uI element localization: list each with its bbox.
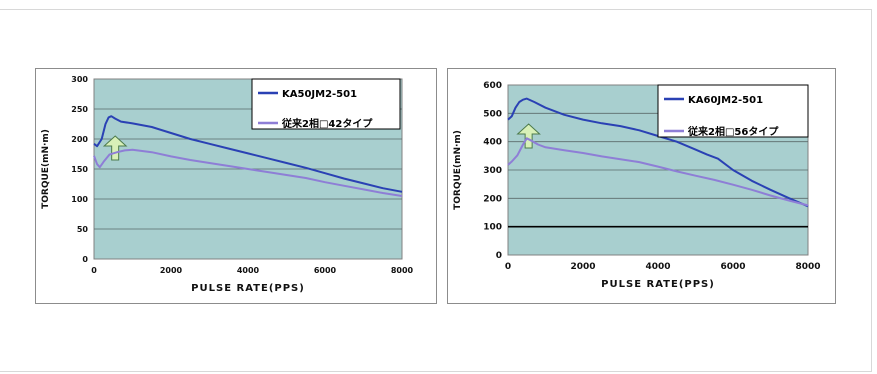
x-axis-title: PULSE RATE(PPS) <box>601 279 715 290</box>
x-tick-label: 8000 <box>795 262 820 272</box>
y-tick-label: 200 <box>483 194 502 204</box>
legend-box <box>657 84 809 138</box>
legend-box <box>251 78 401 130</box>
y-tick-label: 0 <box>496 251 502 261</box>
page-frame <box>0 9 872 372</box>
torque-chart-ka60: 0 100 200 300 400 500 600 0 2000 4000 6000 8000 PULS… <box>447 68 836 304</box>
x-tick-label: 4000 <box>237 266 260 275</box>
x-tick-label: 8000 <box>391 266 414 275</box>
series-line-1 <box>507 97 809 208</box>
legend-label: 従来2相□56タイプ <box>687 125 779 138</box>
x-tick-label: 4000 <box>645 262 670 272</box>
up-arrow-icon <box>516 123 541 149</box>
y-axis-title: TORQUE(mN·m) <box>453 130 463 210</box>
x-tick-label: 6000 <box>720 262 745 272</box>
chart-svg: 0 50 100 150 200 250 300 0 2000 4000 6000 8000 PULSE… <box>41 75 414 294</box>
series-line-2 <box>93 148 403 197</box>
x-axis-title: PULSE RATE(PPS) <box>191 283 305 294</box>
y-tick-label: 500 <box>483 109 502 119</box>
y-tick-label: 150 <box>71 165 88 174</box>
series-line-1 <box>93 115 403 193</box>
x-tick-label: 6000 <box>314 266 337 275</box>
legend-label: KA60JM2-501 <box>688 95 763 106</box>
series-line-2 <box>507 137 809 207</box>
legend-label: KA50JM2-501 <box>282 89 357 100</box>
y-tick-label: 100 <box>71 195 88 204</box>
y-tick-label: 300 <box>71 75 88 84</box>
up-arrow-icon <box>102 135 128 161</box>
x-tick-label: 0 <box>505 262 511 272</box>
y-tick-label: 600 <box>483 81 502 91</box>
y-tick-label: 50 <box>77 225 89 234</box>
y-tick-label: 0 <box>82 255 88 264</box>
y-tick-label: 200 <box>71 135 88 144</box>
y-tick-label: 400 <box>483 138 502 148</box>
x-tick-label: 0 <box>91 266 97 275</box>
torque-chart-ka50: 0 50 100 150 200 250 300 0 2000 4000 6000 8000 PULSE… <box>35 68 437 304</box>
y-tick-label: 250 <box>71 105 88 114</box>
y-tick-label: 100 <box>483 223 502 233</box>
x-tick-label: 2000 <box>570 262 595 272</box>
x-tick-label: 2000 <box>160 266 183 275</box>
y-axis-title: TORQUE(mN·m) <box>41 129 51 209</box>
legend-label: 従来2相□42タイプ <box>281 117 373 130</box>
y-tick-label: 300 <box>483 166 502 176</box>
